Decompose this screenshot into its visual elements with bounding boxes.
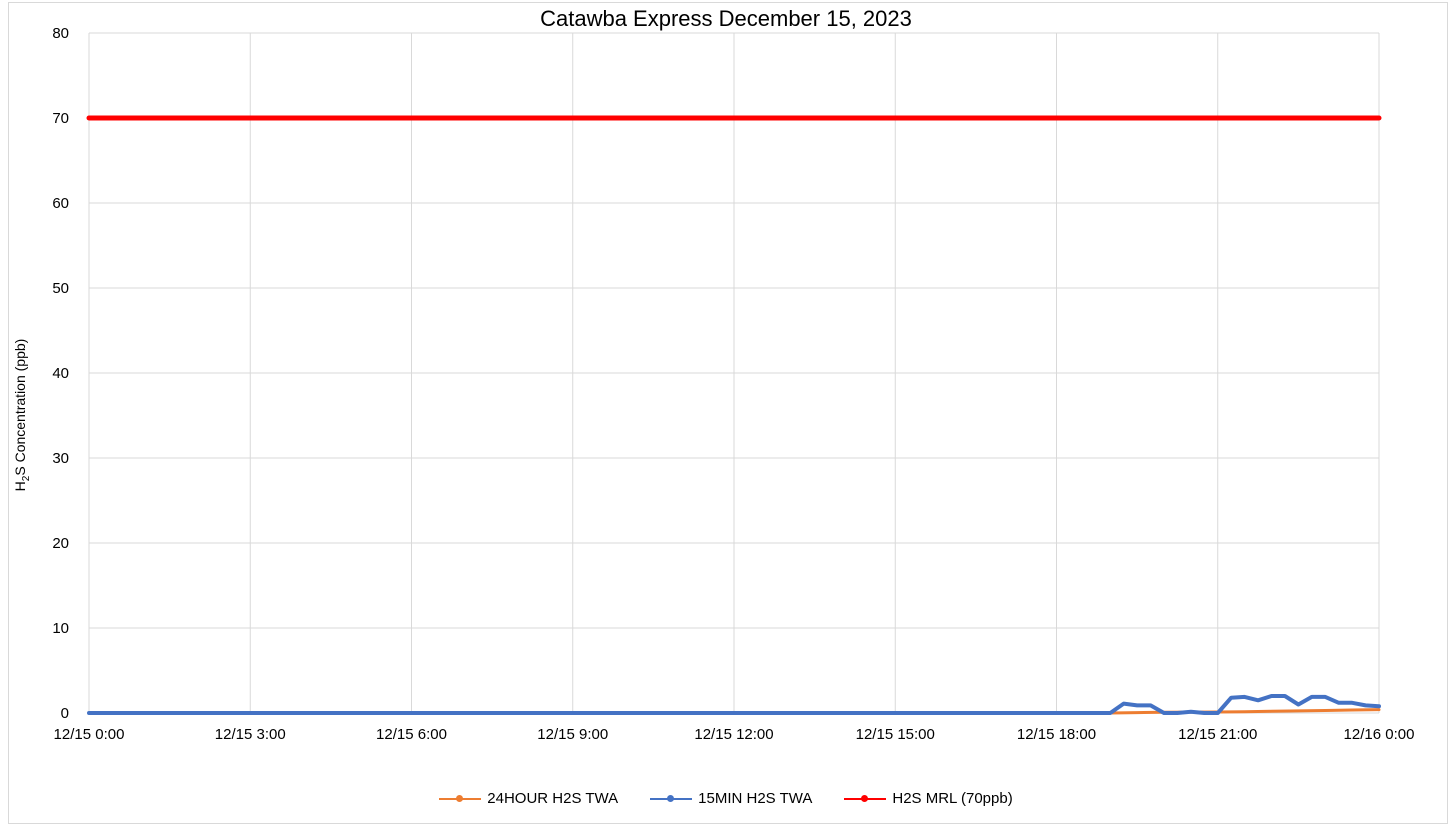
legend-swatch-blue xyxy=(650,793,693,805)
legend-swatch-orange xyxy=(439,793,482,805)
x-tick-label: 12/15 15:00 xyxy=(856,726,935,743)
x-tick-label: 12/15 6:00 xyxy=(376,726,447,743)
x-tick-label: 12/15 3:00 xyxy=(215,726,286,743)
x-tick-label: 12/15 12:00 xyxy=(694,726,773,743)
legend-label: H2S MRL (70ppb) xyxy=(892,790,1013,807)
x-tick-label: 12/15 21:00 xyxy=(1178,726,1257,743)
legend-item-15min: 15MIN H2S TWA xyxy=(650,790,812,807)
chart-legend: 24HOUR H2S TWA 15MIN H2S TWA H2S MRL (70… xyxy=(0,790,1452,807)
x-tick-label: 12/15 18:00 xyxy=(1017,726,1096,743)
y-tick-label: 0 xyxy=(61,705,69,722)
legend-item-mrl: H2S MRL (70ppb) xyxy=(844,790,1013,807)
legend-item-24hour: 24HOUR H2S TWA xyxy=(439,790,618,807)
x-tick-label: 12/15 9:00 xyxy=(537,726,608,743)
y-tick-label: 70 xyxy=(52,110,69,127)
chart-title: Catawba Express December 15, 2023 xyxy=(540,6,912,31)
y-tick-label: 30 xyxy=(52,450,69,467)
y-tick-label: 50 xyxy=(52,280,69,297)
legend-label: 24HOUR H2S TWA xyxy=(487,790,619,807)
chart-frame xyxy=(8,2,1448,824)
y-tick-label: 60 xyxy=(52,195,69,212)
y-tick-label: 20 xyxy=(52,535,69,552)
x-tick-label: 12/15 0:00 xyxy=(54,726,125,743)
x-tick-label: 12/16 0:00 xyxy=(1344,726,1415,743)
y-tick-label: 10 xyxy=(52,620,69,637)
y-tick-label: 80 xyxy=(52,25,69,42)
y-tick-label: 40 xyxy=(52,365,69,382)
series-15min-line xyxy=(87,694,1381,715)
legend-label: 15MIN H2S TWA xyxy=(698,790,813,807)
legend-swatch-red xyxy=(844,793,887,805)
